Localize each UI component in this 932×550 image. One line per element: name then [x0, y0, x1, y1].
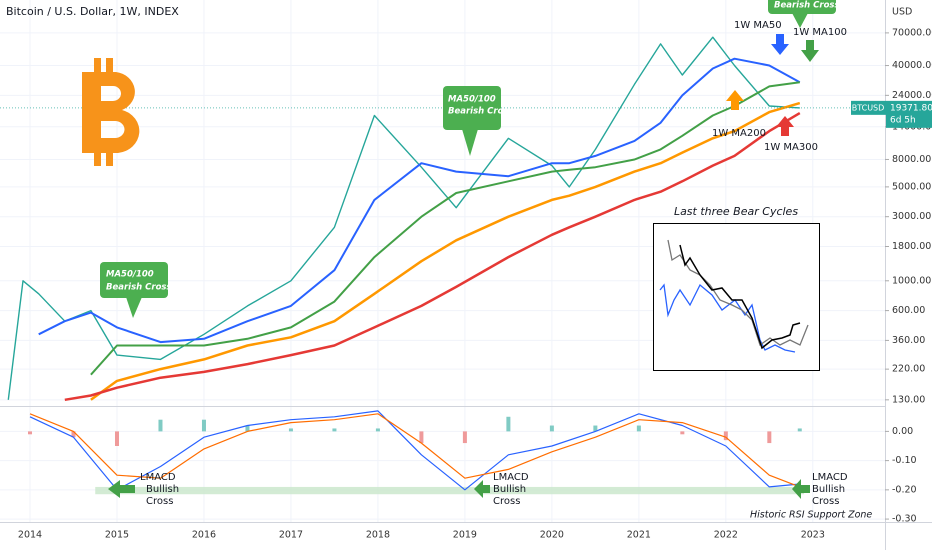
price-tag-value: 19371.80 — [890, 103, 932, 113]
ma-label: 1W MA50 — [734, 20, 782, 31]
macd-note: LMACD — [493, 472, 529, 483]
callout-text: MA50/100 — [106, 270, 154, 280]
macd-note: Bullish — [812, 484, 845, 495]
histogram-bar — [680, 431, 685, 435]
price-tag-countdown: 6d 5h — [890, 115, 916, 125]
callout-text: Bearish Cross — [448, 107, 514, 117]
series-line — [29, 413, 801, 488]
chart-title: Bitcoin / U.S. Dollar, 1W, INDEX — [6, 5, 179, 18]
callout: MA50/100 Bearish Cross — [100, 262, 172, 318]
price-tag-box — [886, 100, 932, 128]
y-tick-label: 8000.00 — [892, 154, 931, 165]
histogram-bar — [636, 425, 641, 432]
macd-note: Bullish — [493, 484, 526, 495]
arrow — [108, 480, 135, 498]
ma-label: 1W MA200 — [712, 128, 766, 139]
callout: MA50/100 Bearish Cross — [443, 86, 514, 156]
macd-note: Cross — [493, 496, 520, 507]
histogram-bar — [549, 425, 554, 432]
x-tick-label: 2018 — [366, 530, 390, 541]
series-line — [29, 410, 800, 491]
x-tick-label: 2023 — [801, 530, 825, 541]
y-tick-label: 24000.00 — [892, 90, 932, 101]
callout-text: MA50/100 — [448, 95, 496, 105]
macd-note: Bullish — [146, 484, 179, 495]
series-line — [90, 101, 801, 401]
arrow — [726, 90, 744, 110]
callout-text: Bearish Cross — [774, 1, 840, 11]
x-tick-label: 2022 — [714, 530, 738, 541]
x-tick-label: 2017 — [279, 530, 303, 541]
marks — [0, 36, 885, 495]
price-tag-name: BTCUSD — [852, 103, 885, 112]
inset-title: Last three Bear Cycles — [674, 205, 798, 218]
histogram-bar — [201, 419, 206, 432]
y-tick-label: 0.00 — [892, 426, 913, 437]
y-tick-label: 40000.00 — [892, 60, 932, 71]
histogram-bar — [114, 431, 119, 446]
histogram-bar — [375, 428, 380, 432]
histogram-bar — [332, 428, 337, 432]
histogram-bar — [723, 431, 728, 441]
y-tick-label: 360.00 — [892, 335, 925, 346]
y-tick-label: 3000.00 — [892, 211, 931, 222]
histogram-bar — [245, 425, 250, 432]
y-tick-label: -0.30 — [892, 514, 917, 525]
histogram-bar — [593, 425, 598, 432]
series-line — [90, 81, 800, 376]
y-tick-label: 220.00 — [892, 364, 925, 375]
series-line — [7, 36, 800, 400]
y-tick-label: 600.00 — [892, 305, 925, 316]
x-tick-label: 2020 — [540, 530, 564, 541]
arrow — [771, 34, 789, 55]
x-tick-label: 2016 — [192, 530, 216, 541]
support-zone-label: Historic RSI Support Zone — [750, 510, 872, 521]
histogram-bar — [767, 431, 772, 444]
callout-text: Bearish Cross — [106, 283, 172, 293]
arrow — [776, 116, 794, 136]
series-line — [38, 57, 801, 344]
macd-note: Cross — [812, 496, 839, 507]
callout: Bearish Cross — [768, 0, 840, 28]
histogram-bar — [28, 431, 33, 435]
y-tick-label: 5000.00 — [892, 181, 931, 192]
y-tick-label: 130.00 — [892, 394, 925, 405]
y-tick-label: 1800.00 — [892, 241, 931, 252]
arrow — [801, 40, 819, 62]
x-tick-label: 2014 — [18, 530, 42, 541]
y-tick-label: 1000.00 — [892, 275, 931, 286]
currency: USD — [892, 7, 912, 18]
support-zone — [95, 486, 805, 495]
ma-label: 1W MA300 — [764, 142, 818, 153]
histogram-bar — [71, 431, 76, 438]
ma-label: 1W MA100 — [793, 27, 847, 38]
x-tick-label: 2021 — [627, 530, 651, 541]
bitcoin-logo — [82, 58, 140, 166]
histogram-bar — [158, 419, 163, 432]
series-line — [64, 112, 801, 402]
arrow — [792, 479, 810, 499]
macd-note: LMACD — [812, 472, 848, 483]
histogram-bar — [462, 431, 467, 444]
histogram-bar — [288, 428, 293, 432]
histogram-bar — [506, 416, 511, 432]
inset — [653, 223, 820, 371]
x-tick-label: 2019 — [453, 530, 477, 541]
macd-note: LMACD — [140, 472, 176, 483]
macd-note: Cross — [146, 496, 173, 507]
y-tick-label: -0.10 — [892, 455, 917, 466]
arrow — [474, 480, 490, 498]
histogram-bar — [797, 428, 802, 432]
y-tick-label: 70000.00 — [892, 27, 932, 38]
price-tag-name-box — [851, 100, 886, 115]
x-tick-label: 2015 — [105, 530, 129, 541]
y-tick-label: -0.20 — [892, 484, 917, 495]
histogram-bar — [419, 431, 424, 444]
